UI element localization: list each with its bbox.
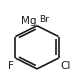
Text: Cl: Cl <box>60 61 71 71</box>
Text: Mg: Mg <box>21 16 36 26</box>
Text: F: F <box>8 61 14 71</box>
Text: Br: Br <box>39 15 49 24</box>
